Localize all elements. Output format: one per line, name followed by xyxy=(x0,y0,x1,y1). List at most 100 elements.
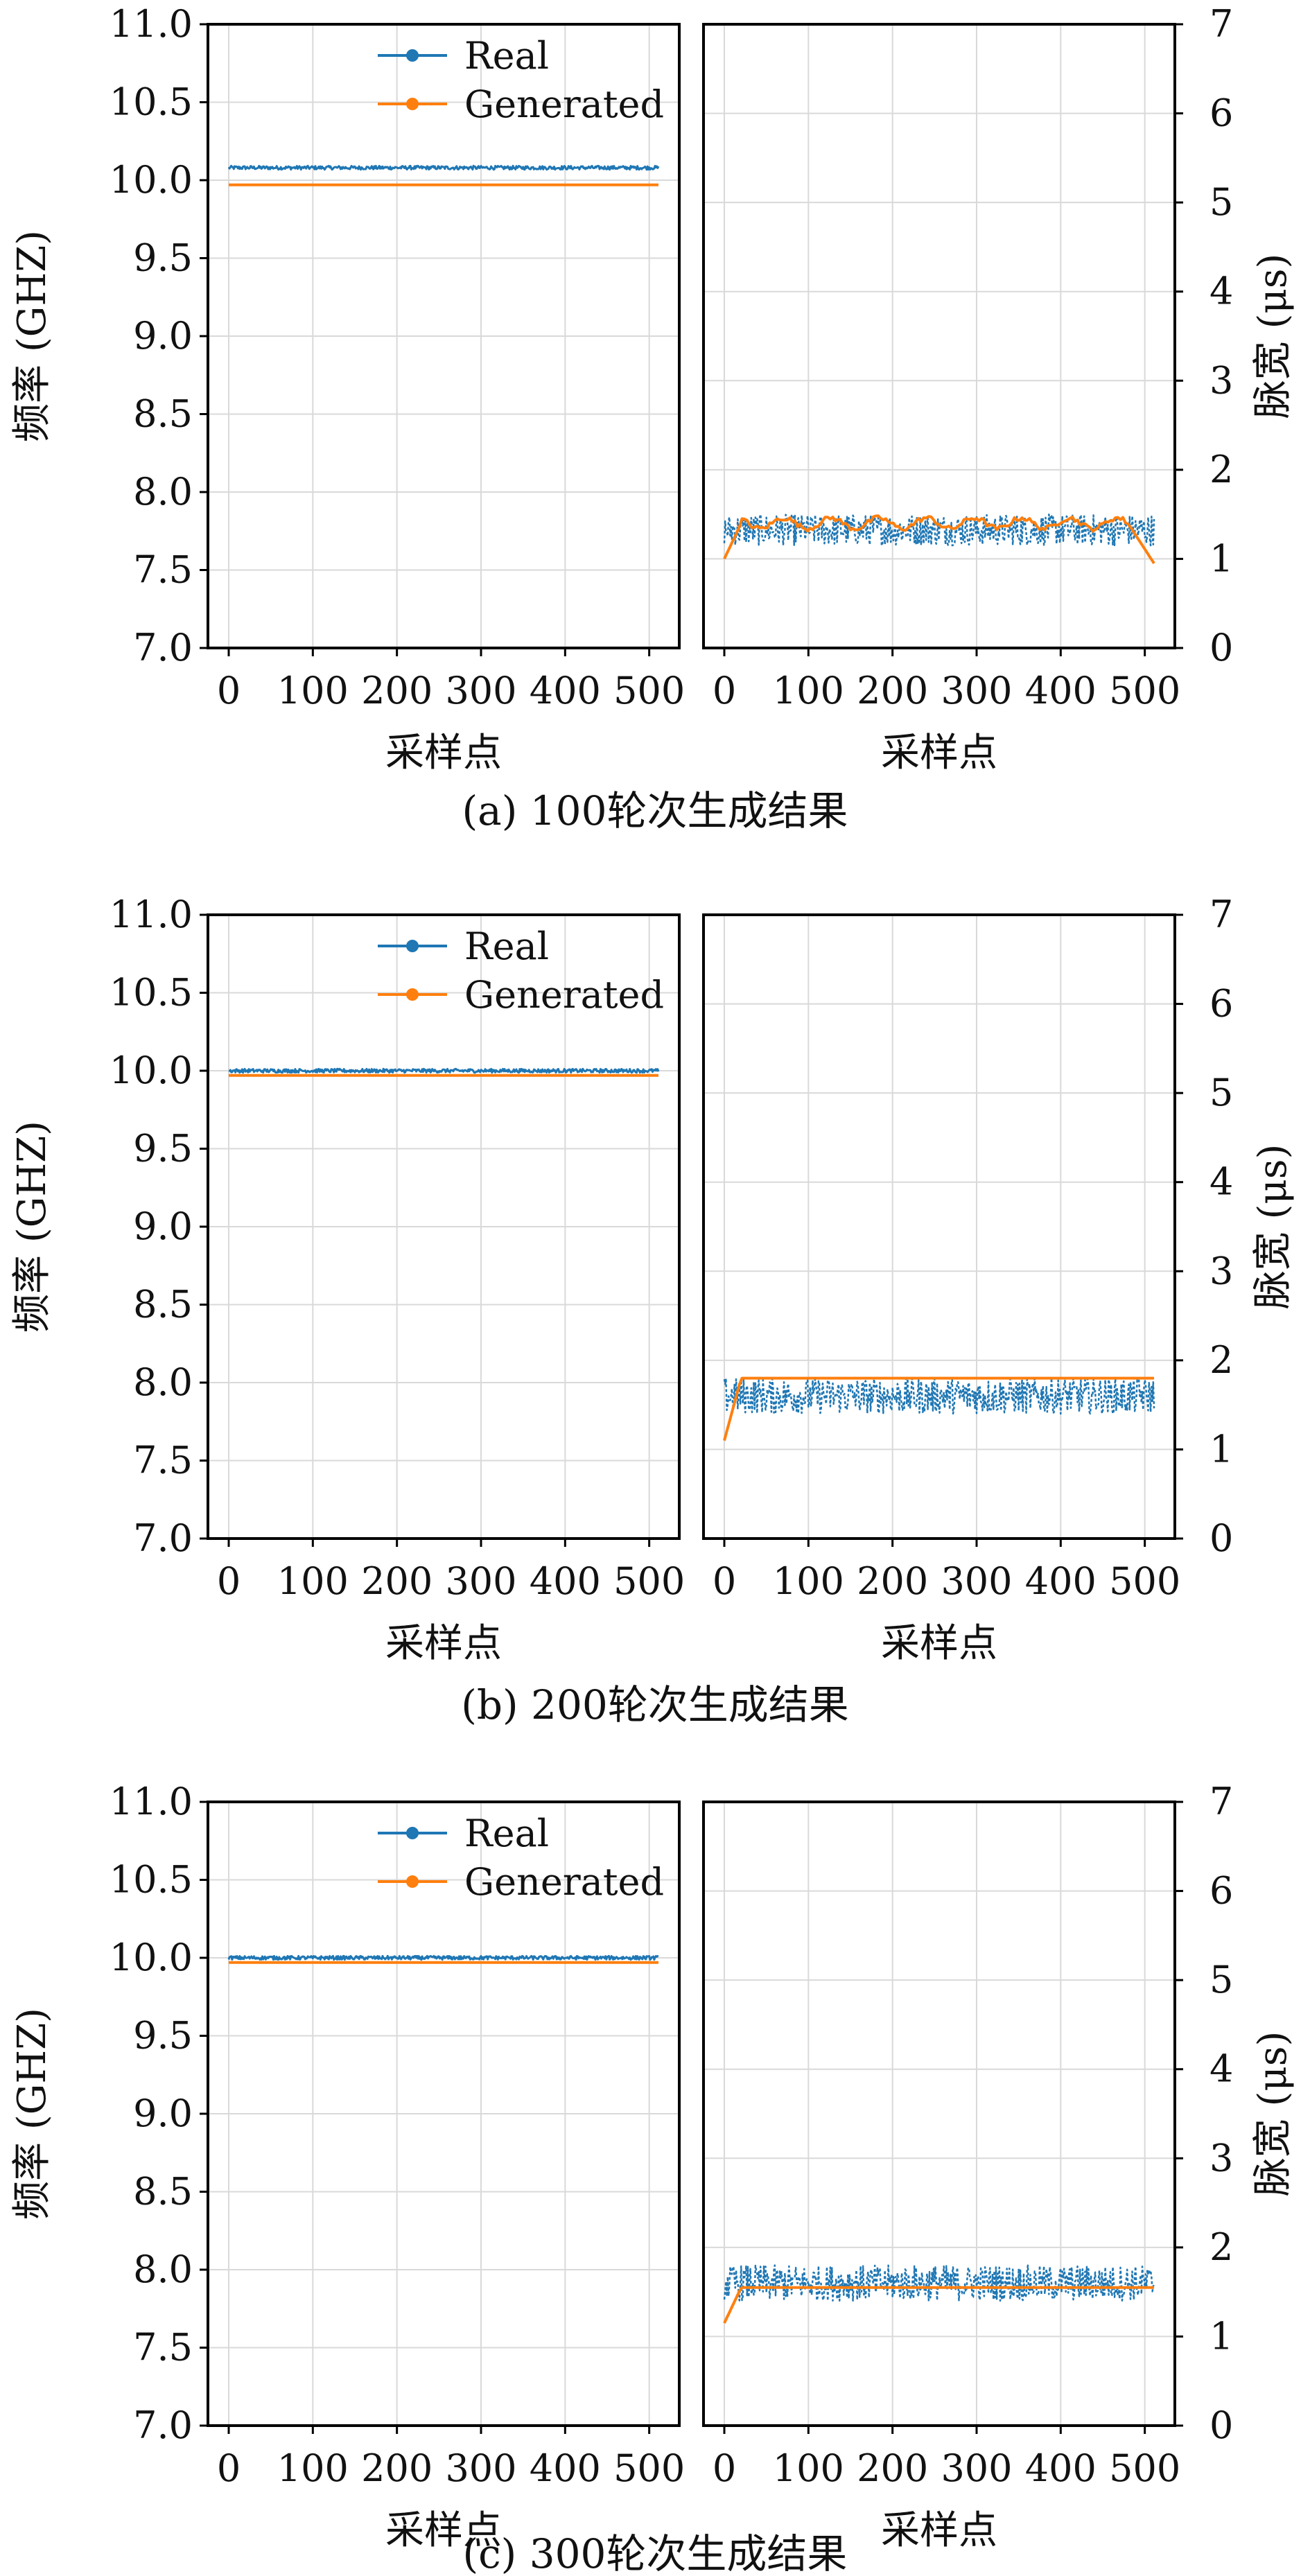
legend-real-label: Real xyxy=(464,925,549,968)
freq-ytick-label: 9.0 xyxy=(133,1204,193,1248)
freq-ytick-label: 7.0 xyxy=(133,626,193,669)
freq-ytick-label: 11.0 xyxy=(110,1780,193,1823)
panel-a: 0 100 200 300 400 5007.07.58.08.59.09.510.010… xyxy=(10,2,1295,834)
pw-generated-series xyxy=(723,2286,1155,2324)
freq-xlabel: 采样点 xyxy=(385,2508,502,2553)
freq-ytick-label: 9.5 xyxy=(133,236,193,280)
pw-xtick-label: 200 xyxy=(857,669,928,712)
freq-xtick-label: 300 xyxy=(445,1559,516,1603)
pw-ytick-label: 5 xyxy=(1209,180,1233,224)
freq-xtick-label: 200 xyxy=(361,1559,433,1603)
freq-xtick-label: 0 xyxy=(217,1559,241,1603)
pw-ylabel: 脉宽 (μs) xyxy=(1250,1144,1295,1310)
pw-ytick-label: 0 xyxy=(1209,626,1233,669)
freq-ytick-label: 10.5 xyxy=(110,971,193,1015)
freq-ytick-label: 7.0 xyxy=(133,2403,193,2447)
legend-generated-label: Generated xyxy=(464,1860,664,1904)
pw-ytick-label: 7 xyxy=(1209,893,1233,936)
freq-ytick-label: 8.5 xyxy=(133,1283,193,1326)
freq-ytick-label: 11.0 xyxy=(110,2,193,46)
freq-xtick-label: 100 xyxy=(277,2446,349,2490)
freq-ylabel: 频率 (GHZ) xyxy=(10,230,55,442)
pw-ytick-label: 7 xyxy=(1209,2,1233,46)
pw-axes-frame xyxy=(702,1800,1176,2427)
pw-ytick-label: 6 xyxy=(1209,1869,1233,1913)
pw-xtick-label: 100 xyxy=(773,669,844,712)
pw-axes-frame xyxy=(702,23,1176,649)
panel-b: 0 100 200 300 400 5007.07.58.08.59.09.510.010… xyxy=(10,893,1295,1728)
legend-generated-marker xyxy=(406,1875,419,1888)
legend-real-marker xyxy=(406,940,419,952)
pw-ytick-label: 2 xyxy=(1209,2225,1233,2269)
pw-real-series xyxy=(723,2264,1155,2302)
legend-generated-marker xyxy=(406,988,419,1001)
pw-axes-frame xyxy=(702,913,1176,1540)
pw-ytick-label: 3 xyxy=(1209,2136,1233,2180)
freq-xtick-label: 100 xyxy=(277,669,349,712)
pw-ytick-label: 7 xyxy=(1209,1780,1233,1823)
freq-ytick-label: 9.5 xyxy=(133,2014,193,2058)
pw-xtick-label: 500 xyxy=(1109,669,1180,712)
freq-ytick-label: 10.0 xyxy=(110,1049,193,1092)
panel-caption: (c) 300轮次生成结果 xyxy=(463,2530,848,2576)
freq-ytick-label: 10.0 xyxy=(110,158,193,202)
pw-xtick-label: 500 xyxy=(1109,2446,1180,2490)
pw-ytick-label: 3 xyxy=(1209,1249,1233,1293)
pw-xlabel: 采样点 xyxy=(881,1621,997,1666)
freq-xtick-label: 500 xyxy=(613,1559,685,1603)
freq-xtick-label: 300 xyxy=(445,2446,516,2490)
freq-xtick-label: 500 xyxy=(613,2446,685,2490)
freq-xtick-label: 400 xyxy=(530,2446,601,2490)
pw-ytick-label: 3 xyxy=(1209,358,1233,402)
pw-ytick-label: 2 xyxy=(1209,448,1233,491)
legend-real-marker xyxy=(406,1827,419,1839)
pw-xtick-label: 300 xyxy=(941,669,1012,712)
freq-xtick-label: 0 xyxy=(217,2446,241,2490)
freq-ytick-label: 11.0 xyxy=(110,893,193,936)
pw-ytick-label: 1 xyxy=(1209,536,1233,580)
pw-ytick-label: 4 xyxy=(1209,270,1233,313)
legend-generated-label: Generated xyxy=(464,973,664,1017)
pw-ytick-label: 6 xyxy=(1209,982,1233,1026)
legend-real-marker xyxy=(406,49,419,62)
pw-xtick-label: 400 xyxy=(1025,669,1097,712)
freq-ytick-label: 10.5 xyxy=(110,1858,193,1902)
freq-ylabel: 频率 (GHZ) xyxy=(10,2008,55,2220)
freq-axes-frame xyxy=(207,913,681,1540)
freq-ytick-label: 9.0 xyxy=(133,2092,193,2135)
pw-ytick-label: 1 xyxy=(1209,1427,1233,1471)
freq-xtick-label: 100 xyxy=(277,1559,349,1603)
pw-generated-series xyxy=(723,1376,1155,1442)
pw-ytick-label: 6 xyxy=(1209,91,1233,135)
freq-xtick-label: 400 xyxy=(530,1559,601,1603)
freq-real-series xyxy=(227,164,660,171)
pw-ytick-label: 4 xyxy=(1209,2047,1233,2091)
freq-ytick-label: 7.5 xyxy=(133,548,193,592)
freq-axes-frame xyxy=(207,23,681,649)
pw-real-series xyxy=(723,1377,1155,1415)
freq-axes-frame xyxy=(207,1800,681,2427)
pw-xtick-label: 100 xyxy=(773,2446,844,2490)
freq-xtick-label: 500 xyxy=(613,669,685,712)
legend: Real Generated xyxy=(378,1812,664,1904)
freq-xtick-label: 200 xyxy=(361,669,433,712)
freq-ytick-label: 7.5 xyxy=(133,2326,193,2369)
legend-generated-marker xyxy=(406,98,419,110)
freq-xtick-label: 0 xyxy=(217,669,241,712)
pw-xtick-label: 200 xyxy=(857,1559,928,1603)
freq-ytick-label: 8.5 xyxy=(133,392,193,436)
pw-xtick-label: 0 xyxy=(713,1559,736,1603)
freq-ytick-label: 8.5 xyxy=(133,2170,193,2214)
freq-ytick-label: 8.0 xyxy=(133,470,193,514)
freq-real-series xyxy=(227,1954,659,1961)
freq-xlabel: 采样点 xyxy=(385,730,502,776)
pw-ylabel: 脉宽 (μs) xyxy=(1250,2031,1295,2197)
freq-xtick-label: 400 xyxy=(530,669,601,712)
pw-generated-series xyxy=(723,514,1155,564)
freq-ytick-label: 9.0 xyxy=(133,314,193,358)
pw-ytick-label: 0 xyxy=(1209,1516,1233,1560)
pw-xtick-label: 400 xyxy=(1025,2446,1097,2490)
pw-ytick-label: 5 xyxy=(1209,1071,1233,1114)
freq-ytick-label: 8.0 xyxy=(133,2248,193,2291)
